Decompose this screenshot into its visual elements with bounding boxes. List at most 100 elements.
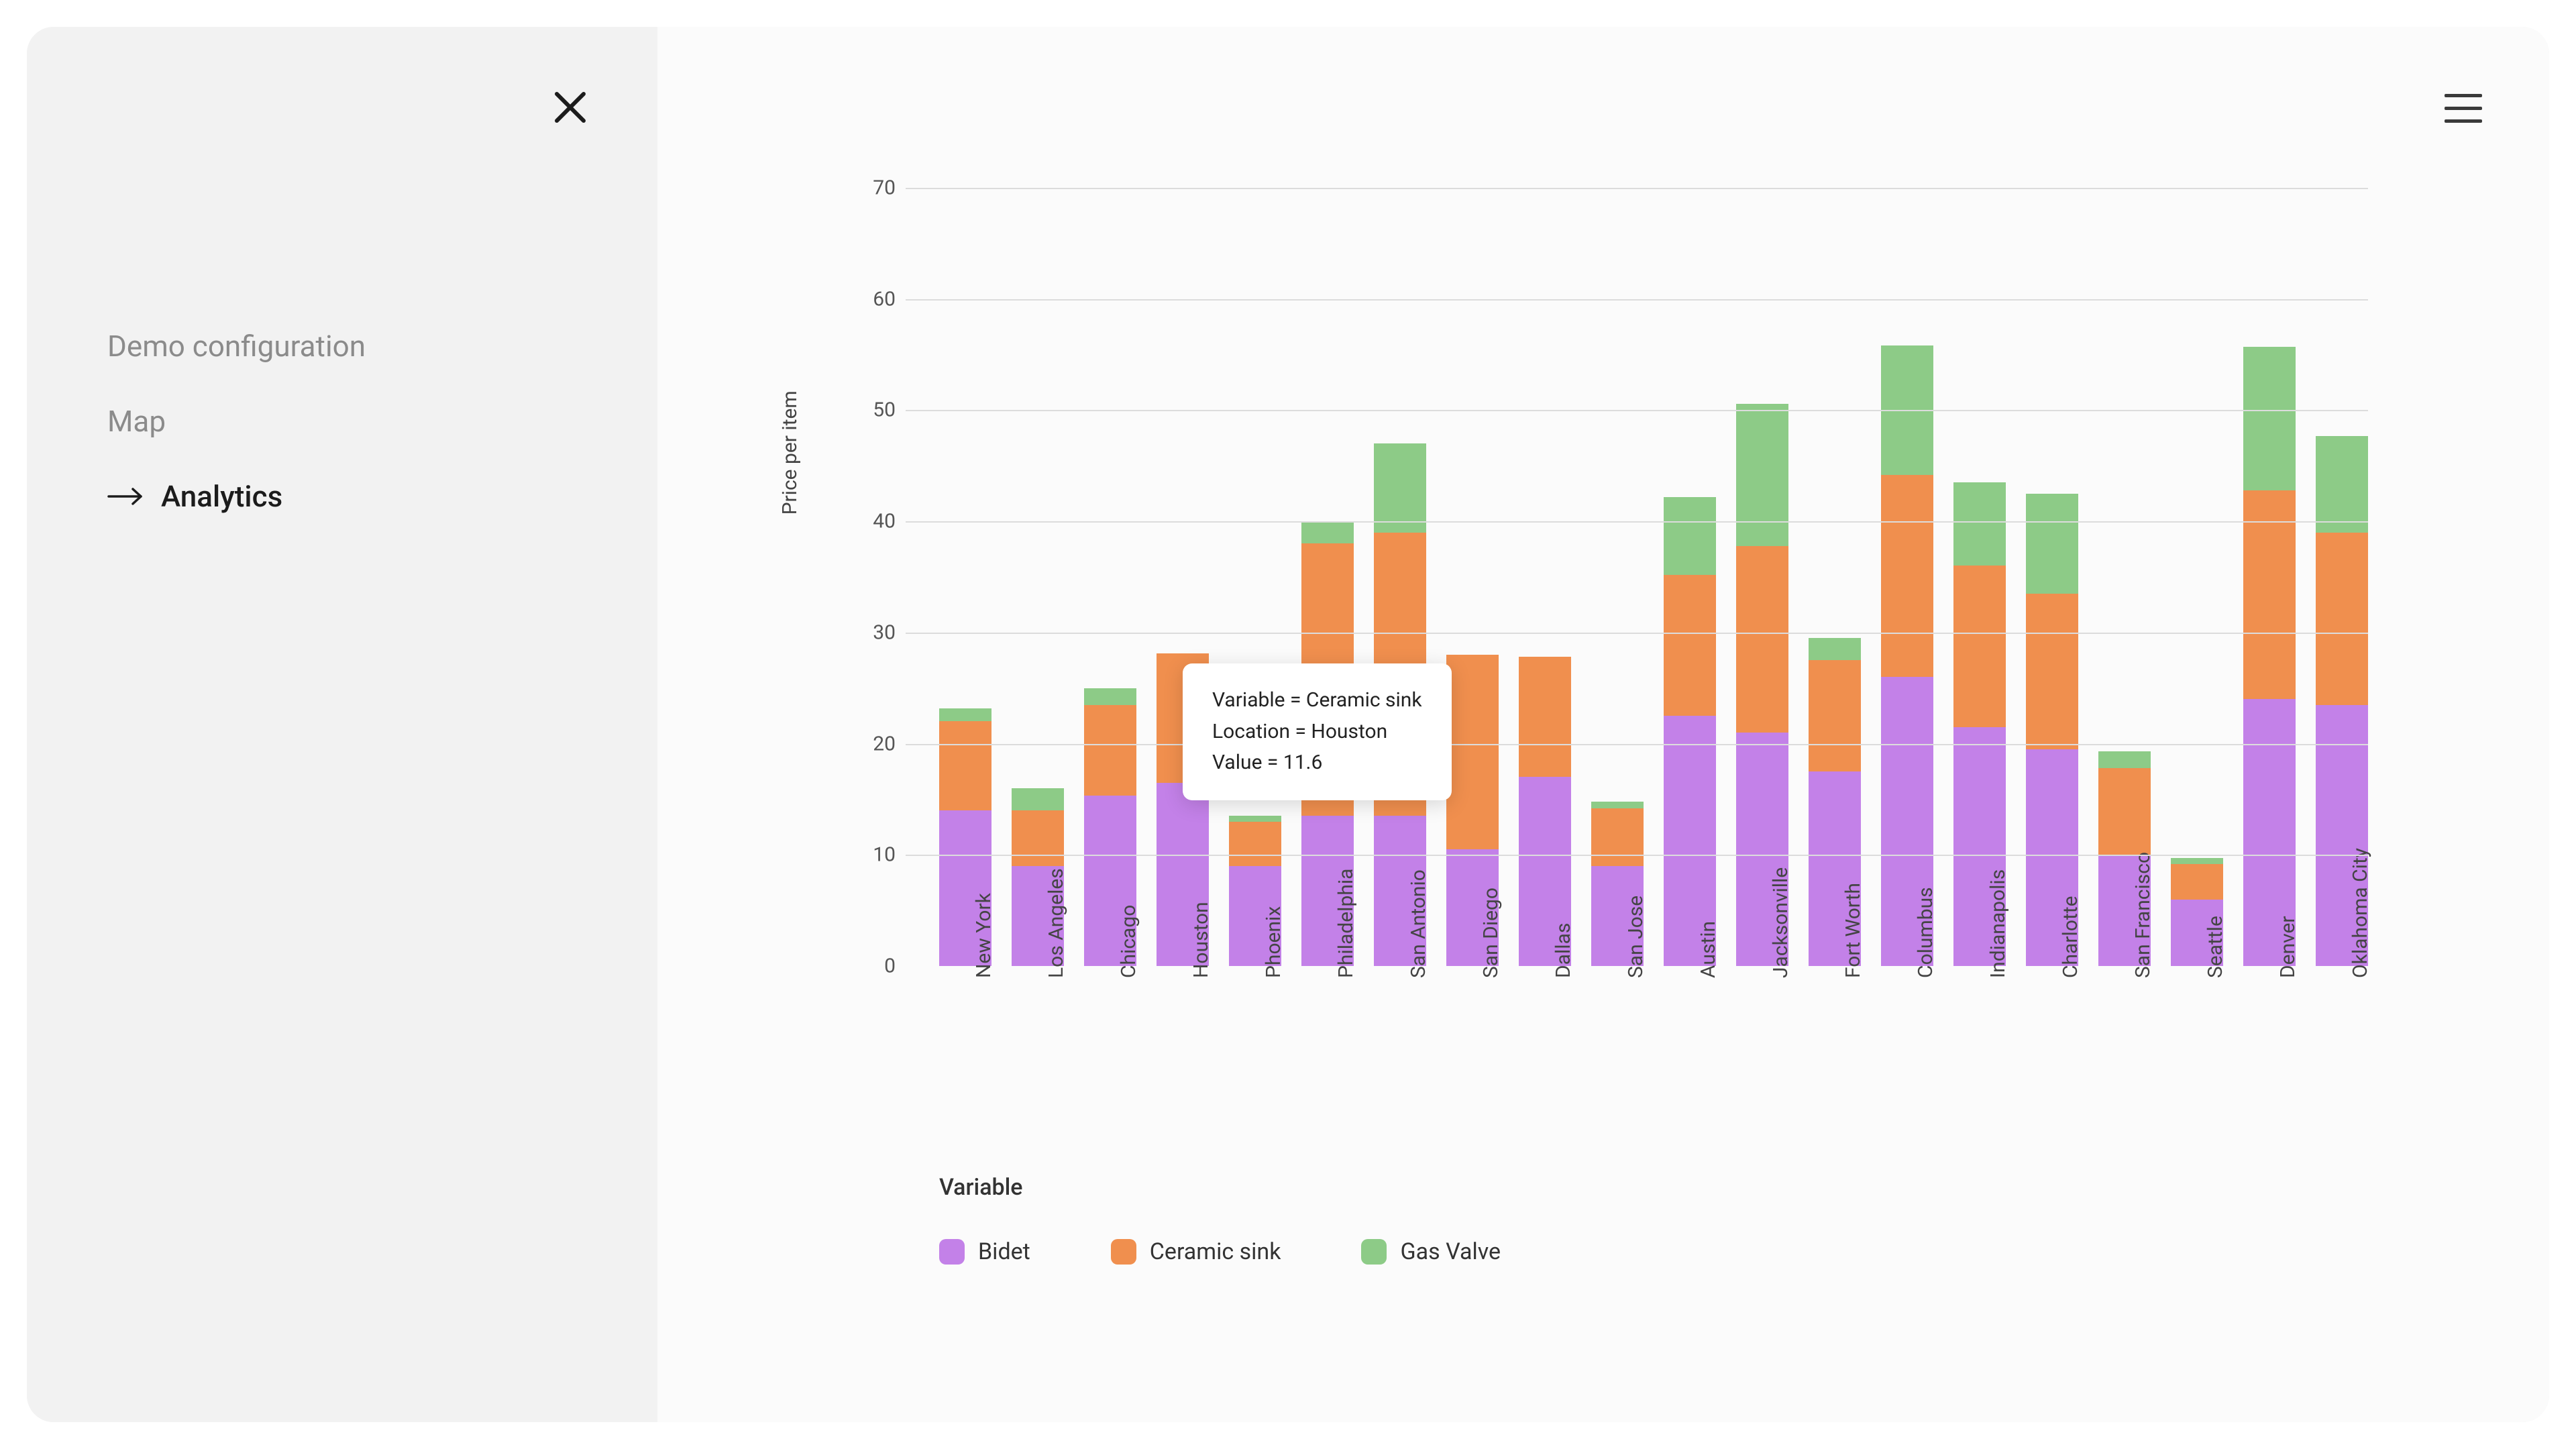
grid-line bbox=[906, 299, 2368, 301]
bar-segment-gas_valve bbox=[2316, 436, 2368, 533]
x-tick-label: Jacksonville bbox=[1762, 867, 1792, 978]
close-button[interactable] bbox=[550, 87, 590, 127]
y-tick-label: 60 bbox=[859, 287, 896, 311]
legend-label: Bidet bbox=[978, 1238, 1030, 1265]
bar-column[interactable]: San Diego bbox=[1446, 655, 1499, 966]
bar-segment-ceramic_sink bbox=[2098, 768, 2151, 855]
x-tick-label: Columbus bbox=[1907, 887, 1937, 978]
bar-segment-gas_valve bbox=[939, 708, 991, 722]
sidebar-item-label: Analytics bbox=[161, 479, 282, 514]
bar-segment-gas_valve bbox=[1664, 497, 1716, 575]
bar-segment-gas_valve bbox=[1591, 802, 1644, 808]
bar-segment-ceramic_sink bbox=[1519, 657, 1571, 777]
bar-column[interactable]: San Jose bbox=[1591, 802, 1644, 966]
sidebar-item-map[interactable]: Map bbox=[107, 404, 610, 439]
bar-column[interactable]: San Francisco bbox=[2098, 751, 2151, 966]
x-tick-label: Dallas bbox=[1545, 923, 1575, 978]
x-tick-label: Los Angeles bbox=[1038, 868, 1068, 978]
legend-title: Variable bbox=[939, 1174, 2368, 1201]
x-tick-label: Phoenix bbox=[1255, 906, 1285, 978]
chart-plot: New YorkLos AngelesChicagoHoustonPhoenix… bbox=[906, 188, 2368, 966]
legend-item-gas_valve[interactable]: Gas Valve bbox=[1361, 1238, 1501, 1265]
x-tick-label: New York bbox=[965, 893, 996, 978]
x-tick-label: Houston bbox=[1183, 902, 1213, 978]
x-tick-label: San Francisco bbox=[2125, 852, 2155, 978]
bar-segment-ceramic_sink bbox=[1446, 655, 1499, 849]
y-tick-label: 70 bbox=[859, 176, 896, 200]
menu-button[interactable] bbox=[2445, 94, 2482, 123]
bar-segment-ceramic_sink bbox=[1953, 566, 2006, 727]
chart-legend: Variable Bidet Ceramic sink Gas Valve bbox=[939, 1174, 2368, 1265]
x-tick-label: Oklahoma City bbox=[2342, 848, 2372, 978]
legend-item-bidet[interactable]: Bidet bbox=[939, 1238, 1030, 1265]
x-tick-label: Seattle bbox=[2197, 916, 2227, 978]
legend-label: Ceramic sink bbox=[1150, 1238, 1281, 1265]
bar-segment-gas_valve bbox=[1012, 788, 1064, 810]
bar-column[interactable]: Phoenix bbox=[1229, 816, 1281, 966]
grid-line bbox=[906, 633, 2368, 634]
bar-column[interactable]: Seattle bbox=[2171, 858, 2223, 966]
bar-segment-gas_valve bbox=[1084, 688, 1136, 705]
bar-segment-ceramic_sink bbox=[1012, 810, 1064, 866]
bar-segment-ceramic_sink bbox=[1809, 660, 1861, 771]
y-tick-label: 30 bbox=[859, 621, 896, 644]
bar-column[interactable]: Charlotte bbox=[2026, 494, 2078, 966]
bar-segment-ceramic_sink bbox=[2171, 864, 2223, 900]
legend-swatch bbox=[1361, 1239, 1387, 1265]
x-tick-label: San Diego bbox=[1472, 888, 1503, 978]
grid-line bbox=[906, 744, 2368, 745]
grid-line bbox=[906, 188, 2368, 189]
grid-line bbox=[906, 855, 2368, 856]
bar-column[interactable]: Chicago bbox=[1084, 688, 1136, 966]
legend-item-ceramic_sink[interactable]: Ceramic sink bbox=[1111, 1238, 1281, 1265]
x-tick-label: Charlotte bbox=[2052, 896, 2082, 978]
sidebar: Demo configuration Map Analytics bbox=[27, 27, 657, 1422]
sidebar-item-label: Map bbox=[107, 404, 166, 439]
bar-column[interactable]: Denver bbox=[2243, 347, 2296, 966]
bar-column[interactable]: Fort Worth bbox=[1809, 638, 1861, 966]
bar-segment-ceramic_sink bbox=[1084, 705, 1136, 796]
bar-segment-ceramic_sink bbox=[2026, 594, 2078, 749]
bar-column[interactable]: Oklahoma City bbox=[2316, 436, 2368, 966]
bar-column[interactable]: Columbus bbox=[1881, 345, 1933, 966]
legend-label: Gas Valve bbox=[1400, 1238, 1501, 1265]
x-tick-label: Indianapolis bbox=[1980, 869, 2010, 978]
x-tick-label: Philadelphia bbox=[1328, 869, 1358, 978]
bar-column[interactable]: Indianapolis bbox=[1953, 482, 2006, 966]
sidebar-item-label: Demo configuration bbox=[107, 329, 366, 364]
grid-line bbox=[906, 521, 2368, 523]
bar-segment-gas_valve bbox=[1229, 816, 1281, 821]
bar-segment-gas_valve bbox=[2098, 751, 2151, 768]
bar-segment-ceramic_sink bbox=[1736, 546, 1788, 733]
bar-segment-gas_valve bbox=[1374, 443, 1426, 533]
y-tick-label: 10 bbox=[859, 843, 896, 867]
bar-segment-gas_valve bbox=[2026, 494, 2078, 594]
y-tick-label: 40 bbox=[859, 510, 896, 533]
bar-segment-gas_valve bbox=[1953, 482, 2006, 566]
sidebar-item-analytics[interactable]: Analytics bbox=[107, 479, 610, 514]
x-tick-label: San Jose bbox=[1617, 896, 1648, 978]
legend-swatch bbox=[939, 1239, 965, 1265]
chart-tooltip: Variable = Ceramic sinkLocation = Housto… bbox=[1183, 663, 1452, 800]
bar-segment-gas_valve bbox=[2243, 347, 2296, 490]
bar-segment-ceramic_sink bbox=[1591, 808, 1644, 866]
analytics-chart: Price per item New YorkLos AngelesChicag… bbox=[825, 188, 2368, 1265]
y-axis-label: Price per item bbox=[778, 390, 802, 515]
bar-column[interactable]: Los Angeles bbox=[1012, 788, 1064, 966]
bar-column[interactable]: Austin bbox=[1664, 497, 1716, 966]
x-tick-label: San Antonio bbox=[1400, 869, 1430, 978]
bar-segment-gas_valve bbox=[2171, 858, 2223, 863]
sidebar-item-demo-configuration[interactable]: Demo configuration bbox=[107, 329, 610, 364]
arrow-right-icon bbox=[107, 487, 145, 506]
bar-column[interactable]: Dallas bbox=[1519, 657, 1571, 966]
close-icon bbox=[550, 87, 590, 127]
bar-column[interactable]: Jacksonville bbox=[1736, 404, 1788, 967]
bar-segment-gas_valve bbox=[1301, 521, 1354, 543]
bar-column[interactable]: New York bbox=[939, 708, 991, 966]
bar-segment-ceramic_sink bbox=[939, 721, 991, 810]
bar-segment-ceramic_sink bbox=[1229, 822, 1281, 866]
bar-segment-ceramic_sink bbox=[1881, 475, 1933, 678]
main-content: Price per item New York Los Angeles Chicag… bbox=[657, 27, 2549, 1422]
y-tick-label: 50 bbox=[859, 398, 896, 422]
tooltip-line: Value = 11.6 bbox=[1212, 747, 1422, 779]
